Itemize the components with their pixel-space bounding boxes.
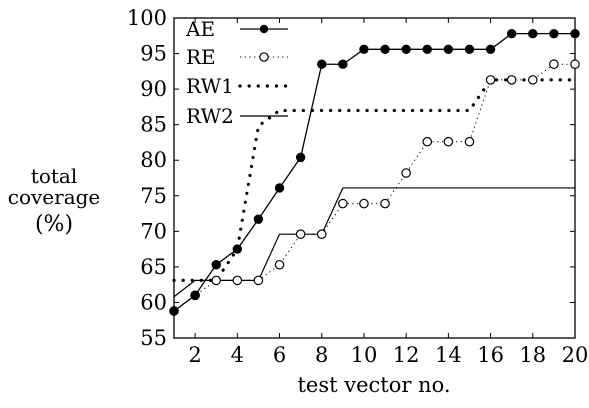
series-ae-point (232, 244, 243, 254)
y-tick-label: 65 (140, 255, 167, 279)
series-ae-point (570, 28, 580, 39)
y-tick-label: 75 (140, 184, 167, 208)
series-re-point (506, 75, 517, 85)
x-tick-label: 18 (519, 343, 546, 367)
series-re-point (380, 198, 390, 209)
y-tick-label: 55 (140, 326, 167, 350)
series-ae-point (317, 59, 327, 69)
series-ae-point (422, 44, 432, 54)
series-ae-point (485, 44, 496, 54)
series-ae-point (380, 44, 390, 54)
x-tick-label: 16 (477, 343, 504, 367)
x-tick-label: 20 (562, 343, 589, 367)
y-tick-label: 95 (140, 42, 167, 66)
series-ae-point (401, 44, 411, 54)
series-ae-point (443, 44, 454, 54)
series-re-point (211, 275, 222, 286)
y-tick-label: 60 (140, 290, 167, 314)
legend-swatch-ae-marker (259, 24, 269, 34)
series-re-point (422, 136, 433, 147)
series-re-point (527, 75, 538, 85)
y-tick-label: 85 (140, 113, 167, 137)
y-tick-label: 90 (140, 77, 167, 101)
series-ae-point (211, 260, 221, 270)
series-ae-point (338, 59, 348, 69)
series-ae-point (190, 290, 200, 301)
legend-label-re: RE (186, 45, 216, 69)
series-ae-point (274, 183, 285, 193)
y-axis-label-line-1: total (31, 164, 77, 188)
series-re-point (316, 229, 327, 239)
series-re-point (401, 168, 411, 178)
series-re-point (232, 275, 243, 286)
series-re-point (274, 259, 285, 270)
series-ae-line (173, 32, 575, 312)
series-ae-point (528, 28, 538, 39)
x-axis-label: test vector no. (297, 373, 450, 397)
y-axis-label-line-3: (%) (35, 212, 73, 237)
y-axis-label-line-2: coverage (8, 185, 101, 209)
series-rw1-line (172, 78, 577, 282)
series-re-point (253, 275, 264, 286)
x-tick-label: 12 (393, 343, 420, 367)
series-re-point (464, 136, 475, 147)
series-ae-point (464, 44, 475, 54)
series-ae-point (506, 28, 517, 39)
x-tick-label: 6 (273, 343, 286, 367)
series-re-point (443, 136, 454, 147)
y-tick-label: 100 (127, 6, 167, 30)
x-tick-label: 4 (231, 343, 244, 367)
legend-swatch-re-marker (259, 52, 269, 62)
series-re-point (338, 198, 348, 209)
legend-label-rw2: RW2 (186, 104, 234, 128)
series-ae-point (359, 44, 369, 54)
series-re-point (570, 59, 580, 70)
x-tick-label: 8 (315, 343, 328, 367)
plot-frame (173, 17, 576, 339)
series-re-point (485, 75, 496, 85)
x-tick-label: 2 (188, 343, 201, 367)
x-tick-label: 14 (435, 343, 462, 367)
series-ae-point (549, 28, 559, 39)
x-tick-label: 10 (351, 343, 378, 367)
series-re-point (295, 229, 306, 239)
series-re-point (549, 59, 559, 70)
legend-label-ae: AE (185, 17, 215, 41)
series-ae-point (169, 306, 179, 316)
y-tick-label: 70 (140, 219, 167, 243)
series-ae-point (253, 214, 264, 224)
series-re-point (359, 198, 369, 209)
series-ae-point (295, 152, 306, 163)
legend-label-rw1: RW1 (186, 74, 234, 98)
y-tick-label: 80 (140, 148, 167, 172)
